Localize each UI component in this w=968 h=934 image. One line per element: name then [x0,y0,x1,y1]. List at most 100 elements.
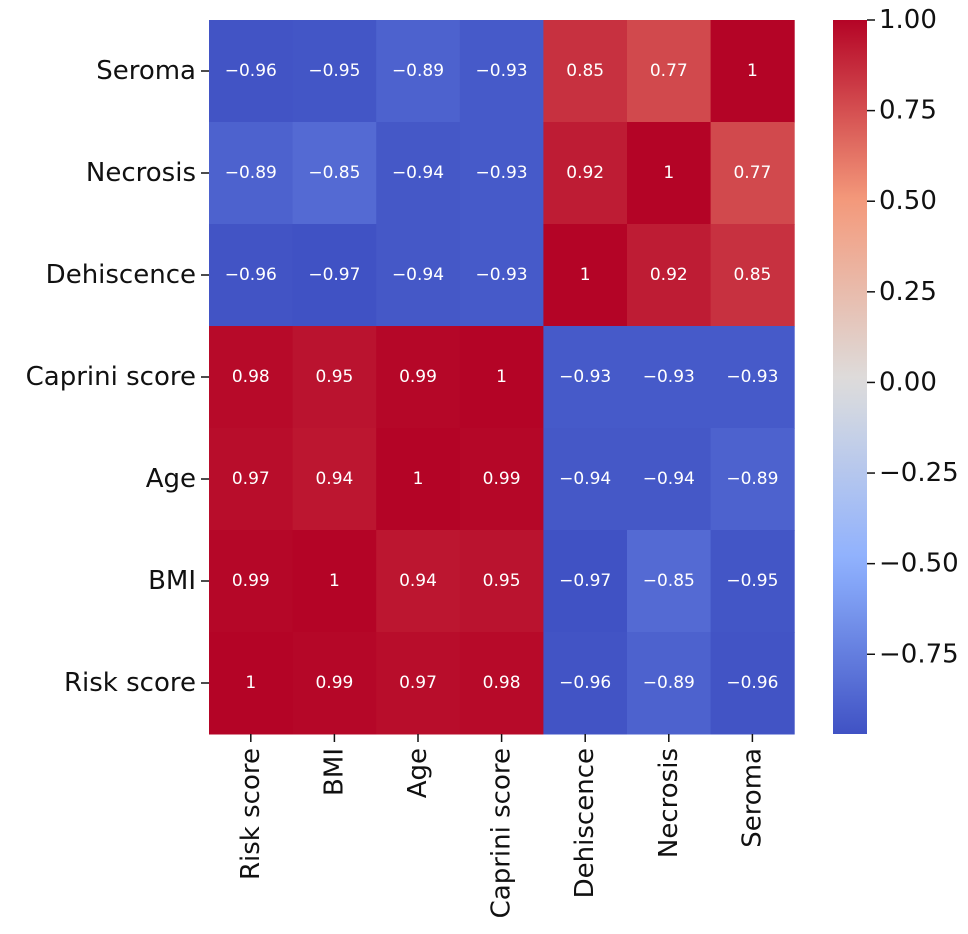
heatmap-cell [209,632,294,735]
heatmap-cell [543,632,628,735]
cell-value-label: −0.93 [476,61,528,81]
cell-value-label: 0.94 [315,469,353,489]
heatmap-cell [710,632,795,735]
cell-value-label: −0.96 [559,673,611,693]
heatmap-cell [459,224,544,327]
heatmap-cell [209,428,294,531]
cell-value-label: 1 [413,469,424,489]
heatmap-cells [209,20,795,735]
colorbar-tick-label: 0.50 [879,186,937,216]
cell-value-label: 0.92 [566,163,604,183]
cell-value-label: 0.94 [399,571,437,591]
cell-value-label: 0.77 [733,163,771,183]
cell-value-label: 1 [663,163,674,183]
heatmap-cell [543,122,628,225]
x-axis-label: Age [403,748,433,798]
heatmap-cell [376,122,461,225]
cell-value-label: 0.92 [650,265,688,285]
heatmap-cell [710,224,795,327]
cell-value-label: 0.85 [733,265,771,285]
heatmap-cell [627,326,712,429]
heatmap-cell [376,530,461,633]
heatmap-cell [376,428,461,531]
cell-value-label: −0.93 [643,367,695,387]
heatmap-cell [292,122,377,225]
colorbar-tick-label: 0.00 [879,367,937,397]
cell-value-label: 0.98 [232,367,270,387]
y-axis-label: Caprini score [26,362,196,392]
x-axis-labels: Risk score BMI Age Caprini score Dehiscence N… [236,734,767,918]
x-axis-label: Caprini score [487,748,517,918]
heatmap-cell [459,632,544,735]
cell-value-label: 0.97 [232,469,270,489]
y-axis-labels: Seroma Necrosis Dehiscence Caprini score Age… [26,56,209,698]
colorbar-tick-label: 1.00 [879,5,937,35]
cell-value-label: 1 [747,61,758,81]
colorbar-tick-label: −0.75 [879,639,959,669]
cell-value-label: 0.99 [483,469,521,489]
heatmap-cell [459,20,544,123]
y-axis-label: Seroma [96,56,196,86]
cell-value-label: −0.85 [308,163,360,183]
heatmap-cell [209,224,294,327]
heatmap-cell [710,530,795,633]
heatmap-cell [292,20,377,123]
heatmap-cell [209,326,294,429]
cell-value-label: −0.97 [308,265,360,285]
cell-value-label: 1 [329,571,340,591]
colorbar-gradient [833,20,867,734]
heatmap-cell [627,632,712,735]
heatmap-cell [627,530,712,633]
cell-value-label: −0.89 [643,673,695,693]
x-axis-label: Dehiscence [570,748,600,898]
heatmap-cell [209,122,294,225]
x-axis-label: Necrosis [654,748,684,858]
x-axis-label: Risk score [236,748,266,880]
heatmap-cell [376,632,461,735]
heatmap-cell [209,530,294,633]
heatmap-cell [459,326,544,429]
x-axis-label: BMI [319,748,349,796]
cell-value-label: −0.94 [392,265,444,285]
cell-value-label: −0.94 [643,469,695,489]
cell-value-label: −0.89 [726,469,778,489]
cell-value-label: −0.93 [476,163,528,183]
heatmap-cell [209,20,294,123]
y-axis-label: Necrosis [86,158,196,188]
colorbar: 1.00 0.75 0.50 0.25 0.00 −0.25 −0.50 −0.75 [833,5,959,734]
heatmap-cell [543,428,628,531]
heatmap-cell [459,122,544,225]
cell-value-label: 1 [496,367,507,387]
heatmap-cell [710,326,795,429]
cell-value-label: −0.96 [726,673,778,693]
cell-value-label: −0.96 [225,265,277,285]
heatmap-cell [710,122,795,225]
cell-value-label: −0.95 [726,571,778,591]
heatmap-cell [292,632,377,735]
heatmap-cell [376,224,461,327]
heatmap-cell [710,428,795,531]
cell-value-label: 1 [580,265,591,285]
heatmap-cell [459,428,544,531]
y-axis-label: Risk score [64,668,196,698]
cell-value-label: 0.95 [315,367,353,387]
colorbar-tick-label: 0.75 [879,96,937,126]
heatmap-cell-labels: −0.96 −0.95 −0.89 −0.93 0.85 0.77 1 −0.89 −0.85 −… [225,61,779,693]
cell-value-label: 1 [245,673,256,693]
heatmap-cell [376,20,461,123]
cell-value-label: 0.77 [650,61,688,81]
cell-value-label: 0.99 [315,673,353,693]
y-axis-label: Dehiscence [46,260,196,290]
heatmap-cell [292,326,377,429]
heatmap-cell [627,428,712,531]
cell-value-label: −0.93 [559,367,611,387]
cell-value-label: −0.97 [559,571,611,591]
heatmap-cell [627,224,712,327]
colorbar-tick-label: 0.25 [879,277,937,307]
cell-value-label: −0.94 [392,163,444,183]
cell-value-label: 0.95 [483,571,521,591]
cell-value-label: −0.96 [225,61,277,81]
heatmap-cell [543,224,628,327]
cell-value-label: −0.93 [476,265,528,285]
y-axis-label: BMI [148,566,196,596]
